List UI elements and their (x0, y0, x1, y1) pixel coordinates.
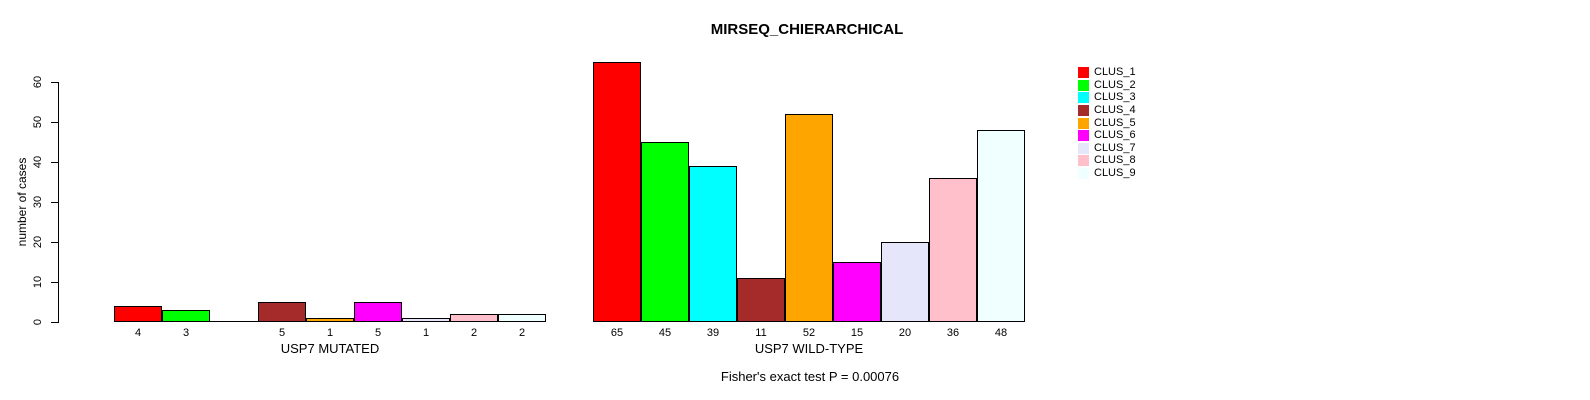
legend-row: CLUS_2 (1078, 79, 1136, 92)
legend-swatch-CLUS_1 (1078, 67, 1089, 78)
bar-value-label: 65 (610, 327, 624, 339)
bar-CLUS_9 (498, 314, 546, 322)
y-axis-tick (51, 282, 58, 283)
bar-value-label: 39 (706, 327, 720, 339)
bar-CLUS_4 (737, 278, 785, 322)
bar-value-label: 1 (422, 327, 430, 339)
legend-swatch-CLUS_6 (1078, 130, 1089, 142)
bar-value-label: 5 (374, 327, 382, 339)
y-axis-tick-label: 60 (32, 75, 44, 89)
bar-CLUS_2 (641, 142, 689, 322)
bar-CLUS_1 (593, 62, 641, 322)
bar-CLUS_6 (354, 302, 402, 322)
legend-label: CLUS_9 (1094, 167, 1136, 180)
bar-CLUS_1 (114, 306, 162, 322)
bar-CLUS_5 (306, 318, 354, 322)
legend-label: CLUS_6 (1094, 129, 1136, 142)
bar-value-label: 48 (994, 327, 1008, 339)
y-axis-label: number of cases (15, 157, 29, 247)
bar-CLUS_7 (402, 318, 450, 322)
legend-label: CLUS_5 (1094, 116, 1136, 129)
bar-CLUS_5 (785, 114, 833, 322)
bar-value-label: 20 (898, 327, 912, 339)
bar-value-label: 52 (802, 327, 816, 339)
fisher-test-footnote: Fisher's exact test P = 0.00076 (720, 369, 900, 384)
y-axis-tick-label: 30 (32, 195, 44, 209)
bar-value-label: 2 (470, 327, 478, 339)
legend-swatch-CLUS_9 (1078, 168, 1089, 180)
bar-CLUS_6 (833, 262, 881, 322)
bar-value-label: 2 (518, 327, 526, 339)
y-axis-tick (51, 242, 58, 243)
y-axis-tick (51, 122, 58, 123)
y-axis-tick (51, 202, 58, 203)
x-axis-group-label-usp7-mutated: USP7 MUTATED (280, 341, 380, 356)
legend-swatch-CLUS_3 (1078, 92, 1089, 104)
bar-value-label: 5 (278, 327, 286, 339)
bar-value-label: 45 (658, 327, 672, 339)
y-axis-tick-label: 40 (32, 155, 44, 169)
legend-label: CLUS_7 (1094, 141, 1136, 154)
bar-CLUS_8 (929, 178, 977, 322)
y-axis-tick-label: 50 (32, 115, 44, 129)
legend-swatch-CLUS_4 (1078, 104, 1089, 116)
legend-swatch-CLUS_8 (1078, 155, 1089, 167)
bar-value-label: 15 (850, 327, 864, 339)
legend-row: CLUS_7 (1078, 142, 1136, 155)
legend-swatch-CLUS_5 (1078, 117, 1089, 129)
bar-value-label: 1 (326, 327, 334, 339)
bar-CLUS_3-zero (210, 321, 258, 322)
bar-CLUS_4 (258, 302, 306, 322)
legend-label: CLUS_4 (1094, 103, 1136, 116)
legend-row: CLUS_3 (1078, 91, 1136, 104)
legend-label: CLUS_8 (1094, 154, 1136, 167)
y-axis-tick-label: 0 (32, 318, 44, 326)
bar-CLUS_8 (450, 314, 498, 322)
bar-value-label: 4 (134, 327, 142, 339)
bar-value-label: 36 (946, 327, 960, 339)
bar-CLUS_2 (162, 310, 210, 322)
chart-title: MIRSEQ_CHIERARCHICAL (710, 21, 904, 38)
legend-swatch-CLUS_7 (1078, 142, 1089, 154)
y-axis-tick (51, 322, 58, 323)
legend-row: CLUS_1 (1078, 66, 1136, 79)
bar-value-label: 3 (182, 327, 190, 339)
legend-row: CLUS_5 (1078, 117, 1136, 130)
legend-swatch-CLUS_2 (1078, 79, 1089, 91)
bar-value-label: 11 (755, 327, 767, 339)
legend-row: CLUS_8 (1078, 154, 1136, 167)
x-axis-group-label-usp7-wild-type: USP7 WILD-TYPE (754, 341, 864, 356)
y-axis-tick (51, 82, 58, 83)
legend-row: CLUS_9 (1078, 167, 1136, 180)
legend-label: CLUS_1 (1094, 66, 1136, 78)
y-axis-tick-label: 10 (32, 275, 44, 289)
bar-CLUS_3 (689, 166, 737, 322)
y-axis (58, 82, 59, 323)
bar-CLUS_7 (881, 242, 929, 322)
legend-row: CLUS_4 (1078, 104, 1136, 117)
bar-CLUS_9 (977, 130, 1025, 322)
legend-label: CLUS_2 (1094, 78, 1136, 91)
legend-label: CLUS_3 (1094, 91, 1136, 104)
legend-row: CLUS_6 (1078, 129, 1136, 142)
y-axis-tick (51, 162, 58, 163)
y-axis-tick-label: 20 (32, 235, 44, 249)
